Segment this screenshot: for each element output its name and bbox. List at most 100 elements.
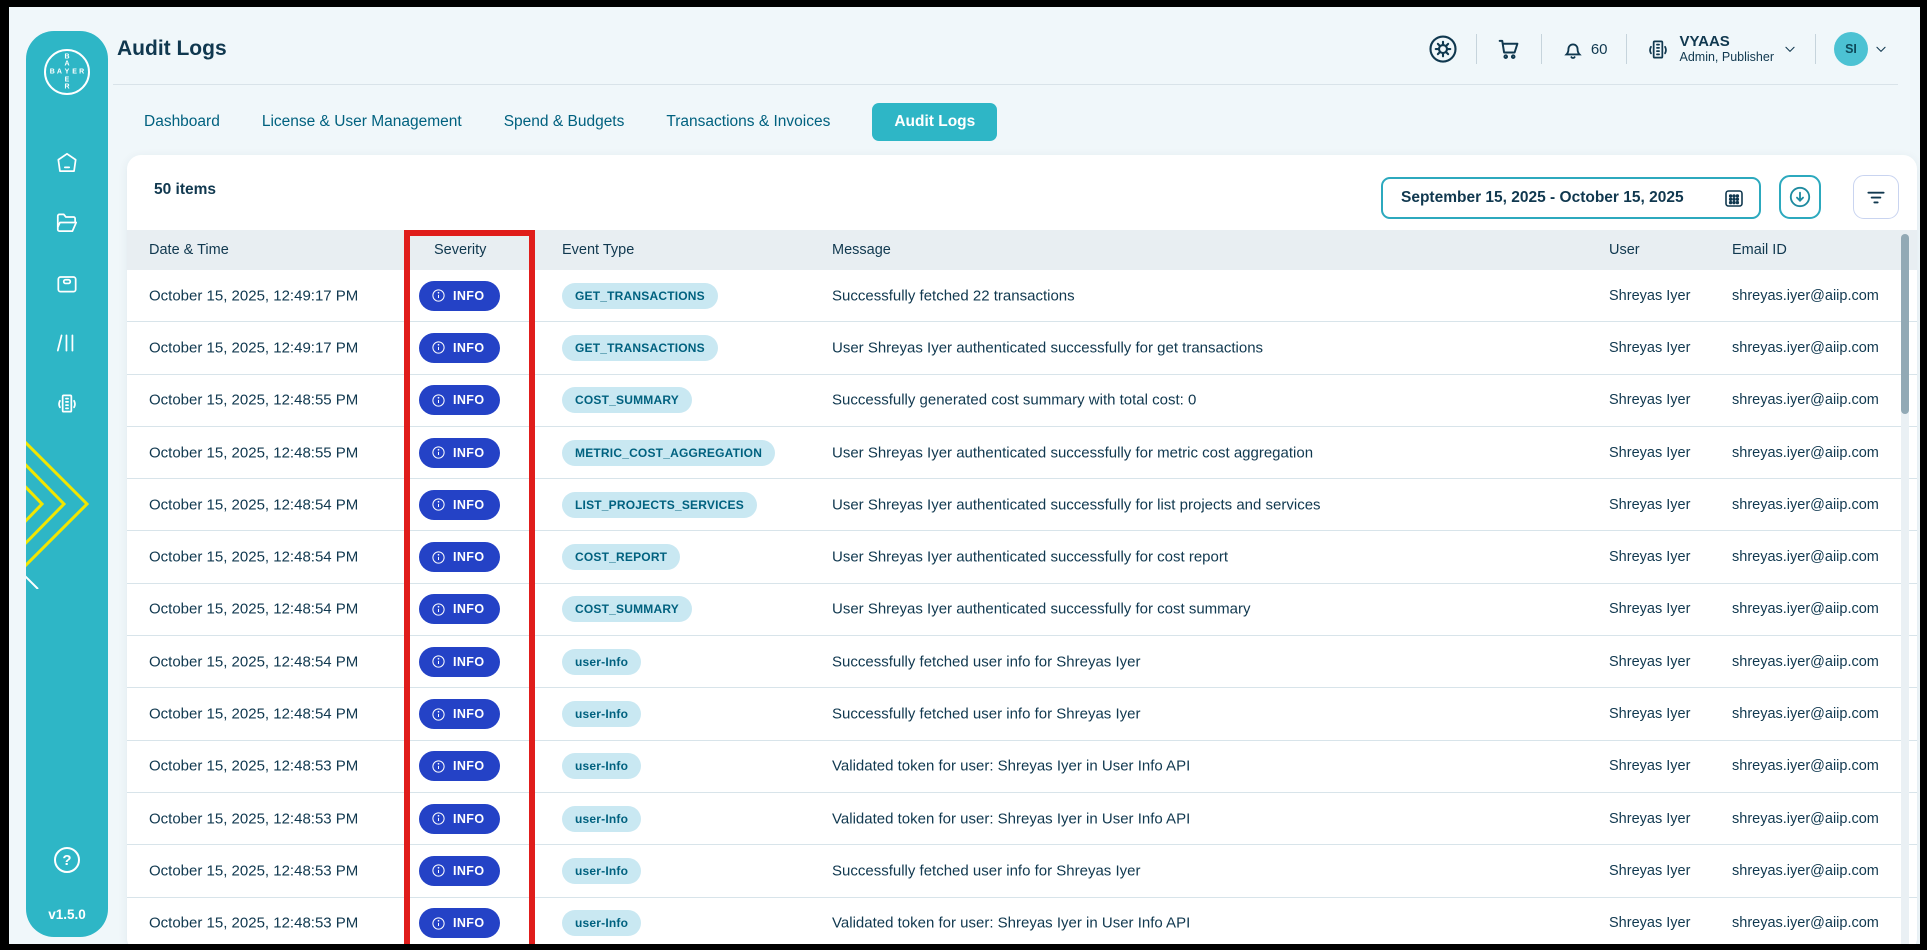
info-icon	[432, 707, 445, 721]
log-email: shreyas.iyer@aiip.com	[1732, 601, 1879, 618]
log-email: shreyas.iyer@aiip.com	[1732, 915, 1879, 932]
event-type-chip: COST_SUMMARY	[562, 387, 692, 414]
date-range-value: September 15, 2025 - October 15, 2025	[1401, 189, 1684, 206]
tab-spend-budgets[interactable]: Spend & Budgets	[503, 113, 625, 130]
severity-badge: INFO	[419, 332, 501, 363]
column-header-message[interactable]: Message	[832, 242, 891, 258]
tab-bar: Dashboard License & User Management Spend …	[144, 103, 998, 141]
filter-button[interactable]	[1853, 175, 1899, 219]
log-email: shreyas.iyer@aiip.com	[1732, 549, 1879, 566]
event-type-chip: user-Info	[562, 648, 642, 675]
event-type-chip: LIST_PROJECTS_SERVICES	[562, 491, 757, 518]
tab-dashboard[interactable]: Dashboard	[144, 113, 220, 130]
calendar-icon	[1725, 190, 1743, 207]
log-message: Successfully fetched user info for Shrey…	[832, 653, 1141, 671]
log-user: Shreyas Iyer	[1609, 392, 1691, 409]
items-count: 50 items	[154, 181, 217, 198]
severity-badge: INFO	[419, 699, 501, 730]
log-message: Successfully fetched 22 transactions	[832, 287, 1075, 305]
table-row: October 15, 2025, 12:48:54 PM INFO LIST_…	[127, 479, 1917, 532]
log-message: Successfully fetched user info for Shrey…	[832, 862, 1141, 880]
tab-license-user-management[interactable]: License & User Management	[261, 113, 462, 130]
log-email: shreyas.iyer@aiip.com	[1732, 287, 1879, 304]
log-message: User Shreyas Iyer authenticated successf…	[832, 444, 1314, 462]
log-message: User Shreyas Iyer authenticated successf…	[832, 548, 1229, 566]
header-actions: 60 VYAAS Admin, Publisher SI	[1428, 25, 1888, 73]
log-message: Validated token for user: Shreyas Iyer i…	[832, 757, 1191, 775]
log-message: Successfully fetched user info for Shrey…	[832, 705, 1141, 723]
log-user: Shreyas Iyer	[1609, 810, 1691, 827]
log-datetime: October 15, 2025, 12:48:54 PM	[149, 600, 359, 618]
scrollbar-thumb[interactable]	[1901, 234, 1909, 414]
log-datetime: October 15, 2025, 12:48:53 PM	[149, 914, 359, 932]
header-separator	[1815, 34, 1816, 64]
table-row: October 15, 2025, 12:48:55 PM INFO COST_…	[127, 374, 1917, 427]
column-header-date[interactable]: Date & Time	[149, 242, 229, 258]
info-icon	[432, 760, 445, 773]
column-header-severity[interactable]: Severity	[434, 242, 487, 258]
table-body: October 15, 2025, 12:49:17 PM INFO GET_T…	[127, 270, 1917, 944]
avatar: SI	[1834, 32, 1868, 66]
event-type-chip: GET_TRANSACTIONS	[562, 334, 718, 361]
severity-badge: INFO	[419, 751, 501, 782]
severity-badge: INFO	[419, 385, 501, 416]
event-type-chip: user-Info	[562, 805, 642, 832]
settings-gear-icon[interactable]	[1428, 34, 1458, 64]
log-user: Shreyas Iyer	[1609, 444, 1691, 461]
log-email: shreyas.iyer@aiip.com	[1732, 339, 1879, 356]
column-header-user[interactable]: User	[1609, 242, 1640, 258]
table-row: October 15, 2025, 12:48:53 PM INFO user-…	[127, 845, 1917, 898]
org-role: Admin, Publisher	[1679, 50, 1775, 65]
info-icon	[432, 603, 445, 616]
log-user: Shreyas Iyer	[1609, 496, 1691, 513]
log-email: shreyas.iyer@aiip.com	[1732, 392, 1879, 409]
table-header: Date & Time Severity Event Type Message …	[127, 230, 1917, 270]
table-row: October 15, 2025, 12:48:53 PM INFO user-…	[127, 897, 1917, 944]
projects-folder-icon[interactable]	[53, 209, 81, 237]
help-icon[interactable]: ?	[54, 847, 80, 873]
date-range-picker[interactable]: September 15, 2025 - October 15, 2025	[1381, 177, 1761, 219]
table-row: October 15, 2025, 12:48:55 PM INFO METRI…	[127, 426, 1917, 480]
info-icon	[432, 289, 445, 302]
organization-icon	[1648, 40, 1667, 59]
cart-icon[interactable]	[1495, 35, 1523, 63]
column-header-event[interactable]: Event Type	[562, 242, 635, 258]
header-separator	[1475, 34, 1477, 64]
column-header-email[interactable]: Email ID	[1732, 242, 1787, 258]
notifications-button[interactable]: 60	[1560, 36, 1608, 62]
log-user: Shreyas Iyer	[1609, 601, 1691, 618]
user-menu[interactable]: SI	[1834, 32, 1888, 66]
org-switcher[interactable]: VYAAS Admin, Publisher	[1645, 33, 1798, 65]
log-user: Shreyas Iyer	[1609, 862, 1691, 879]
severity-badge: INFO	[419, 280, 501, 311]
severity-badge: INFO	[419, 489, 501, 520]
severity-badge: INFO	[419, 646, 501, 677]
orders-bag-icon[interactable]	[53, 269, 81, 297]
log-email: shreyas.iyer@aiip.com	[1732, 444, 1879, 461]
library-icon[interactable]	[53, 329, 81, 357]
chevron-down-icon	[1876, 46, 1886, 52]
event-type-chip: METRIC_COST_AGGREGATION	[562, 439, 776, 466]
tab-transactions-invoices[interactable]: Transactions & Invoices	[666, 113, 831, 130]
table-row: October 15, 2025, 12:48:54 PM INFO user-…	[127, 688, 1917, 741]
severity-badge: INFO	[419, 855, 501, 886]
tab-audit-logs[interactable]: Audit Logs	[872, 103, 998, 141]
log-user: Shreyas Iyer	[1609, 287, 1691, 304]
event-type-chip: user-Info	[562, 753, 642, 780]
download-button[interactable]	[1779, 175, 1821, 219]
page-title: Audit Logs	[117, 37, 227, 60]
log-datetime: October 15, 2025, 12:48:54 PM	[149, 705, 359, 723]
notification-count: 60	[1590, 40, 1608, 58]
severity-badge: INFO	[419, 803, 501, 834]
log-email: shreyas.iyer@aiip.com	[1732, 496, 1879, 513]
home-icon[interactable]	[53, 149, 81, 177]
info-icon	[432, 917, 445, 930]
info-icon	[432, 446, 445, 459]
table-row: October 15, 2025, 12:48:53 PM INFO user-…	[127, 740, 1917, 793]
log-datetime: October 15, 2025, 12:48:55 PM	[149, 444, 359, 462]
info-icon	[432, 655, 445, 668]
organization-building-icon[interactable]	[53, 389, 81, 417]
